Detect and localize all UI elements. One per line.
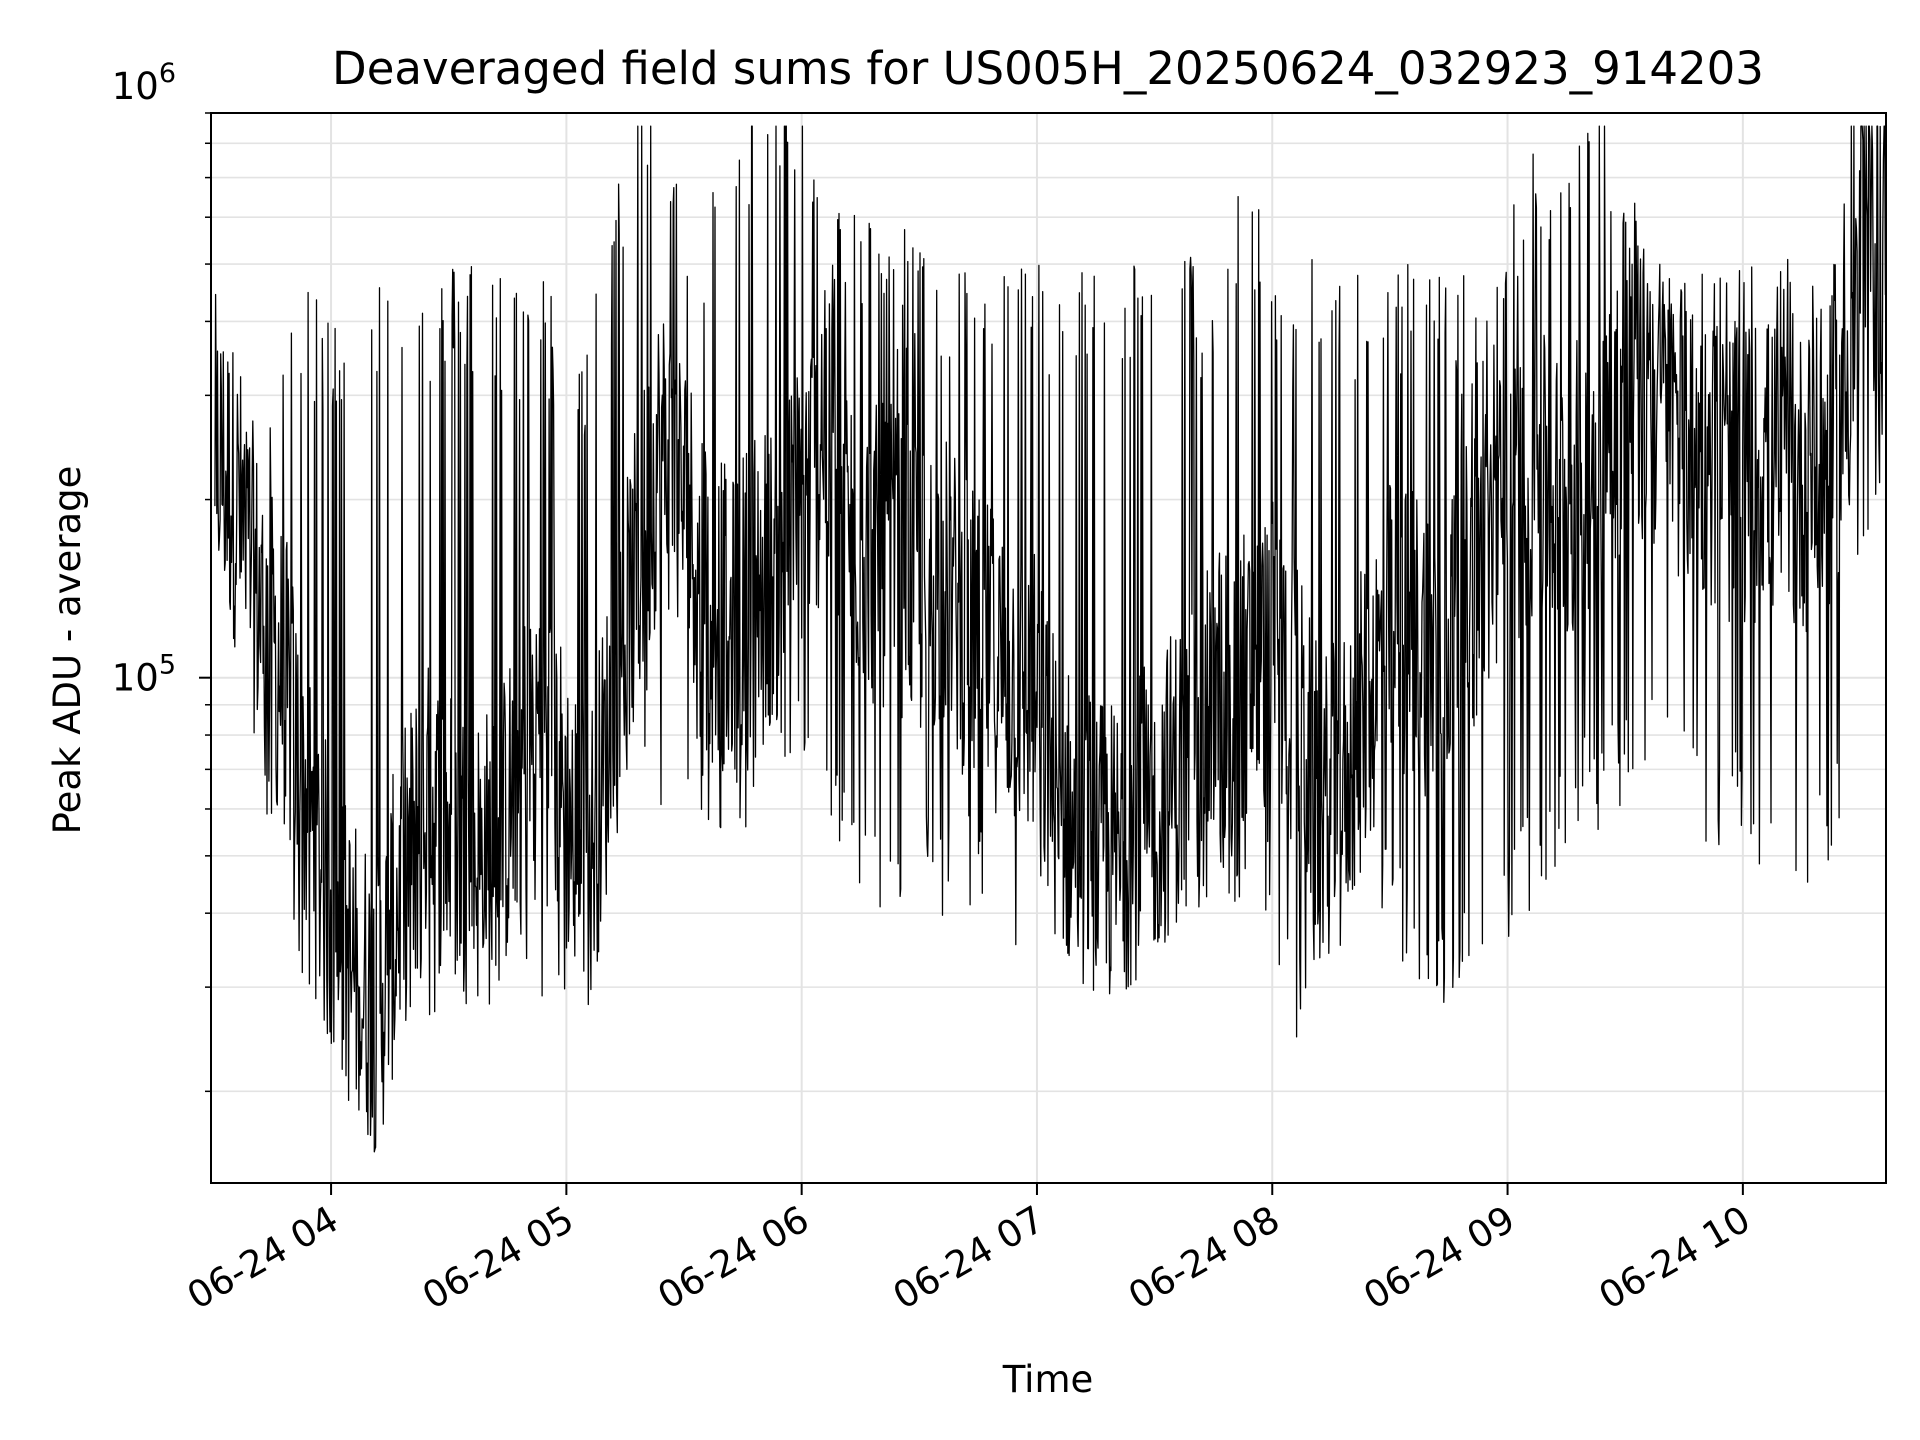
x-tick-label: 06-24 09	[1356, 1198, 1522, 1318]
x-tick-label: 06-24 04	[180, 1198, 346, 1318]
x-tick-label: 06-24 07	[886, 1198, 1052, 1318]
x-tick-label: 06-24 06	[651, 1198, 817, 1318]
y-tick-exponent: 5	[159, 650, 176, 681]
y-tick-label: 105	[112, 650, 176, 700]
y-tick-base: 10	[112, 65, 159, 108]
x-axis: 06-24 04 06-24 05 06-24 06 06-24 07 06-24 08…	[180, 1183, 1757, 1318]
y-axis-label: Peak ADU - average	[46, 466, 89, 835]
series-line	[214, 125, 1887, 1153]
y-tick-base: 10	[112, 657, 159, 700]
chart-title: Deaveraged field sums for US005H_2025062…	[332, 42, 1764, 95]
x-axis-label: Time	[1002, 1358, 1094, 1401]
y-tick-label: 106	[112, 58, 176, 108]
x-tick-label: 06-24 05	[415, 1198, 581, 1318]
x-tick-label: 06-24 08	[1121, 1198, 1287, 1318]
plot-frame	[210, 112, 1887, 1184]
y-axis: 105106107	[112, 58, 211, 1093]
y-tick-exponent: 6	[159, 58, 176, 89]
x-tick-label: 06-24 10	[1592, 1198, 1758, 1318]
